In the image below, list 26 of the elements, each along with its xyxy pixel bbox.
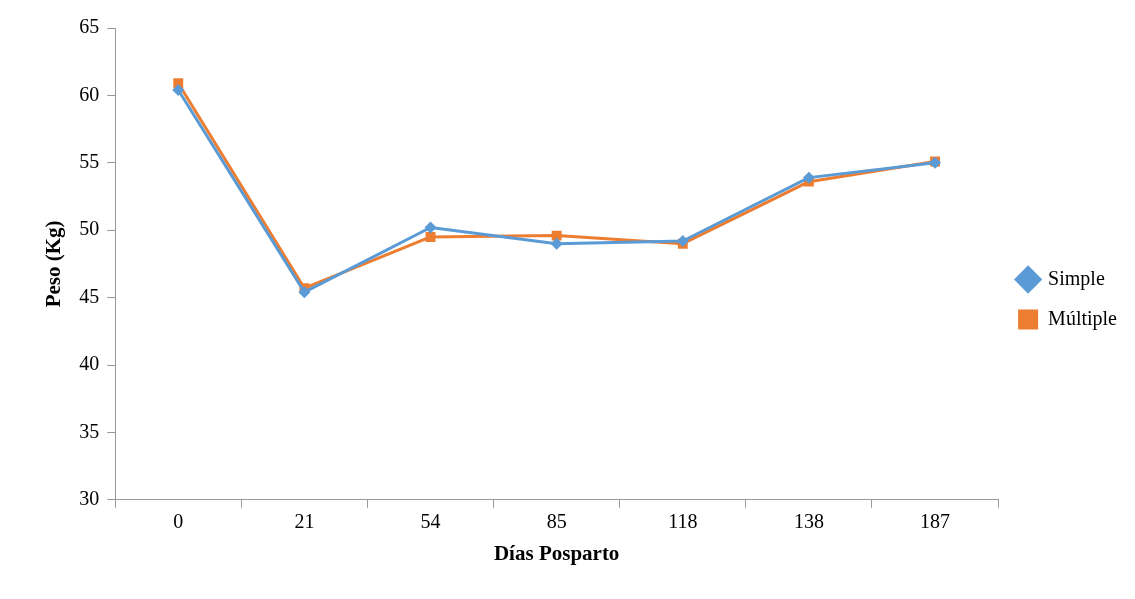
y-tick-label: 65 [79,15,100,38]
x-tick-label: 118 [668,510,698,533]
point [172,84,185,97]
y-tick-label: 55 [79,150,100,173]
y-axis-title: Peso (Kg) [41,220,66,308]
y-tick-label: 30 [79,487,100,510]
x-tick-label: 21 [294,510,315,533]
x-tick-label: 85 [546,510,567,533]
x-tick-label: 138 [793,510,824,533]
y-tick-label: 60 [79,82,100,105]
point [298,286,311,299]
x-tick-label: 187 [920,510,951,533]
point [802,171,815,184]
legend-label: Simple [1048,266,1105,290]
legend-label: Múltiple [1048,306,1118,330]
point [551,230,562,241]
point [550,237,563,250]
y-tick-label: 35 [79,419,100,442]
x-tick-label: 0 [173,510,184,533]
y-tick-label: 40 [79,352,100,375]
point [424,221,437,234]
x-axis-title: Días Posparto [493,540,620,565]
point [425,231,436,242]
y-tick-label: 50 [79,217,100,240]
y-tick-label: 45 [79,284,100,307]
x-tick-label: 54 [420,510,441,533]
